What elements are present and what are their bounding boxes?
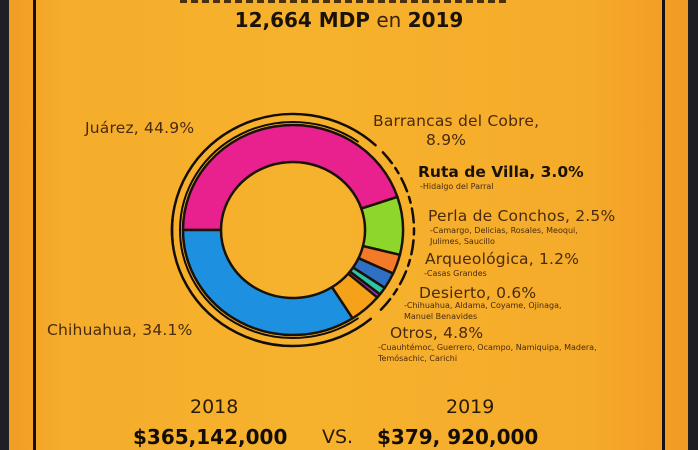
- label-arqueologica-sub: -Casas Grandes: [424, 269, 487, 278]
- chihuahua-guide-arc: [170, 218, 373, 348]
- header-amount: 12,664 MDP: [234, 8, 370, 32]
- segments-dashed-guide-arc: [377, 151, 416, 314]
- chihuahua-inner-guide-arc: [179, 229, 359, 339]
- year-2019: 2019: [446, 396, 495, 418]
- label-ruta-villa-sub: -Hidalgo del Parral: [420, 182, 494, 191]
- donut-slice-chihuahua: [181, 228, 354, 337]
- left-border-line: [33, 0, 36, 450]
- donut-slices: [181, 123, 405, 337]
- label-perla-conchos-sub-1: -Camargo, Delicias, Rosales, Meoqui,: [430, 226, 578, 235]
- label-otros: Otros, 4.8%: [390, 324, 484, 342]
- amount-2019: $379, 920,000: [377, 425, 539, 449]
- label-ruta-villa: Ruta de Villa, 3.0%: [418, 163, 584, 181]
- label-barrancas-value: 8.9%: [426, 131, 467, 149]
- versus-label: VS.: [322, 426, 354, 448]
- donut-slice-juarez: [181, 123, 399, 232]
- label-perla-conchos: Perla de Conchos, 2.5%: [428, 207, 616, 225]
- label-juarez: Juárez, 44.9%: [85, 119, 195, 137]
- label-barrancas: Barrancas del Cobre,: [373, 112, 540, 130]
- label-desierto-sub-1: -Chihuahua, Aldama, Coyame, Ojinaga,: [404, 301, 562, 310]
- label-chihuahua: Chihuahua, 34.1%: [47, 321, 193, 339]
- donut-guide-arcs: [170, 112, 416, 348]
- right-border-line: [662, 0, 665, 450]
- amount-2018: $365,142,000: [133, 425, 288, 449]
- label-desierto-sub-2: Manuel Benavides: [404, 312, 478, 321]
- label-perla-conchos-sub-2: Julimes, Saucillo: [430, 237, 495, 246]
- year-2018: 2018: [190, 396, 239, 418]
- label-otros-sub-2: Temósachic, Carichi: [378, 354, 458, 363]
- label-desierto: Desierto, 0.6%: [419, 284, 537, 302]
- infographic-panel: [9, 0, 688, 450]
- label-arqueologica: Arqueológica, 1.2%: [425, 250, 580, 268]
- header-subtitle: 12,664 MDP en 2019: [0, 10, 698, 30]
- label-otros-sub-1: -Cuauhtémoc, Guerrero, Ocampo, Namiquipa…: [378, 343, 597, 352]
- header-connector: en: [376, 8, 402, 32]
- clipped-heading-line: [180, 0, 510, 3]
- juarez-guide-arc: [170, 112, 377, 242]
- juarez-inner-guide-arc: [179, 121, 359, 231]
- header-year: 2019: [407, 8, 464, 32]
